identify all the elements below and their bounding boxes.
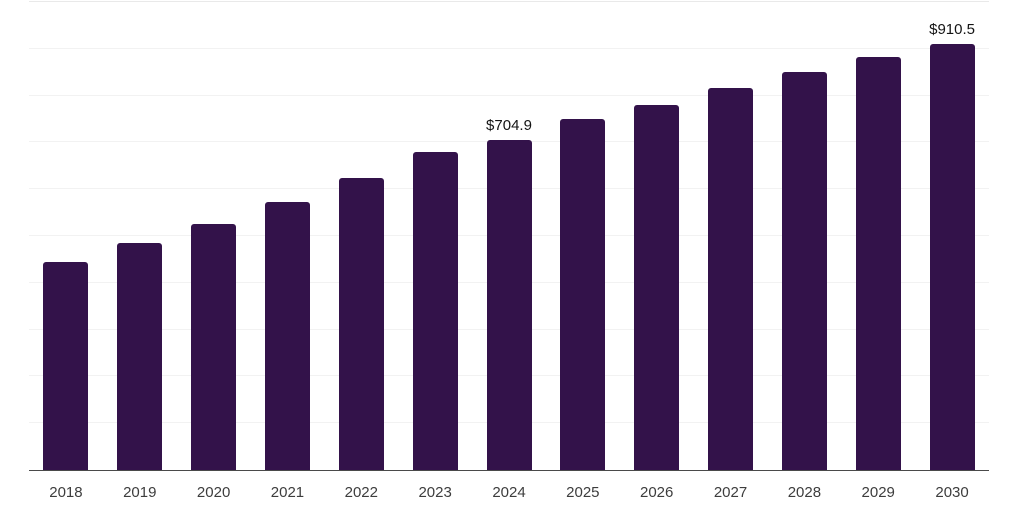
x-tick-2027: 2027 xyxy=(713,484,748,501)
bar-2028 xyxy=(781,71,827,470)
x-axis-line xyxy=(29,470,989,471)
gridline xyxy=(29,1,989,2)
x-tick-2025: 2025 xyxy=(566,484,600,501)
bar-2029 xyxy=(855,56,901,470)
x-tick-2026: 2026 xyxy=(640,484,674,501)
x-tick-2022: 2022 xyxy=(344,484,378,501)
bar-2019 xyxy=(117,243,163,470)
bar-2026 xyxy=(634,104,680,470)
bar-2021 xyxy=(264,202,310,470)
x-tick-2029: 2029 xyxy=(861,484,895,501)
bar-2023 xyxy=(412,152,458,470)
bar-2025 xyxy=(560,119,606,470)
x-tick-2024: 2024 xyxy=(492,484,526,501)
value-label-2024: $704.9 xyxy=(486,117,532,135)
gridline xyxy=(29,94,989,96)
x-tick-2023: 2023 xyxy=(418,484,452,501)
x-tick-2019: 2019 xyxy=(123,484,157,501)
x-tick-2018: 2018 xyxy=(49,484,83,501)
bar-2030 xyxy=(929,43,975,470)
x-axis-labels: 2018 2019 2020 2021 2022 2023 2024 2025 2026 2027… xyxy=(29,485,989,505)
plot-area: $704.9 $910.5 xyxy=(29,1,989,471)
value-label-2030: $910.5 xyxy=(929,20,976,38)
x-tick-2021: 2021 xyxy=(270,484,305,501)
x-tick-2030: 2030 xyxy=(935,484,969,501)
x-tick-2028: 2028 xyxy=(787,484,822,501)
gridline xyxy=(29,47,989,49)
bar-2020 xyxy=(191,224,237,470)
x-tick-2020: 2020 xyxy=(196,484,231,501)
bar-2018 xyxy=(43,262,89,470)
bar-2024 xyxy=(486,140,532,470)
bar-2022 xyxy=(338,178,384,470)
bar-2027 xyxy=(708,88,754,470)
